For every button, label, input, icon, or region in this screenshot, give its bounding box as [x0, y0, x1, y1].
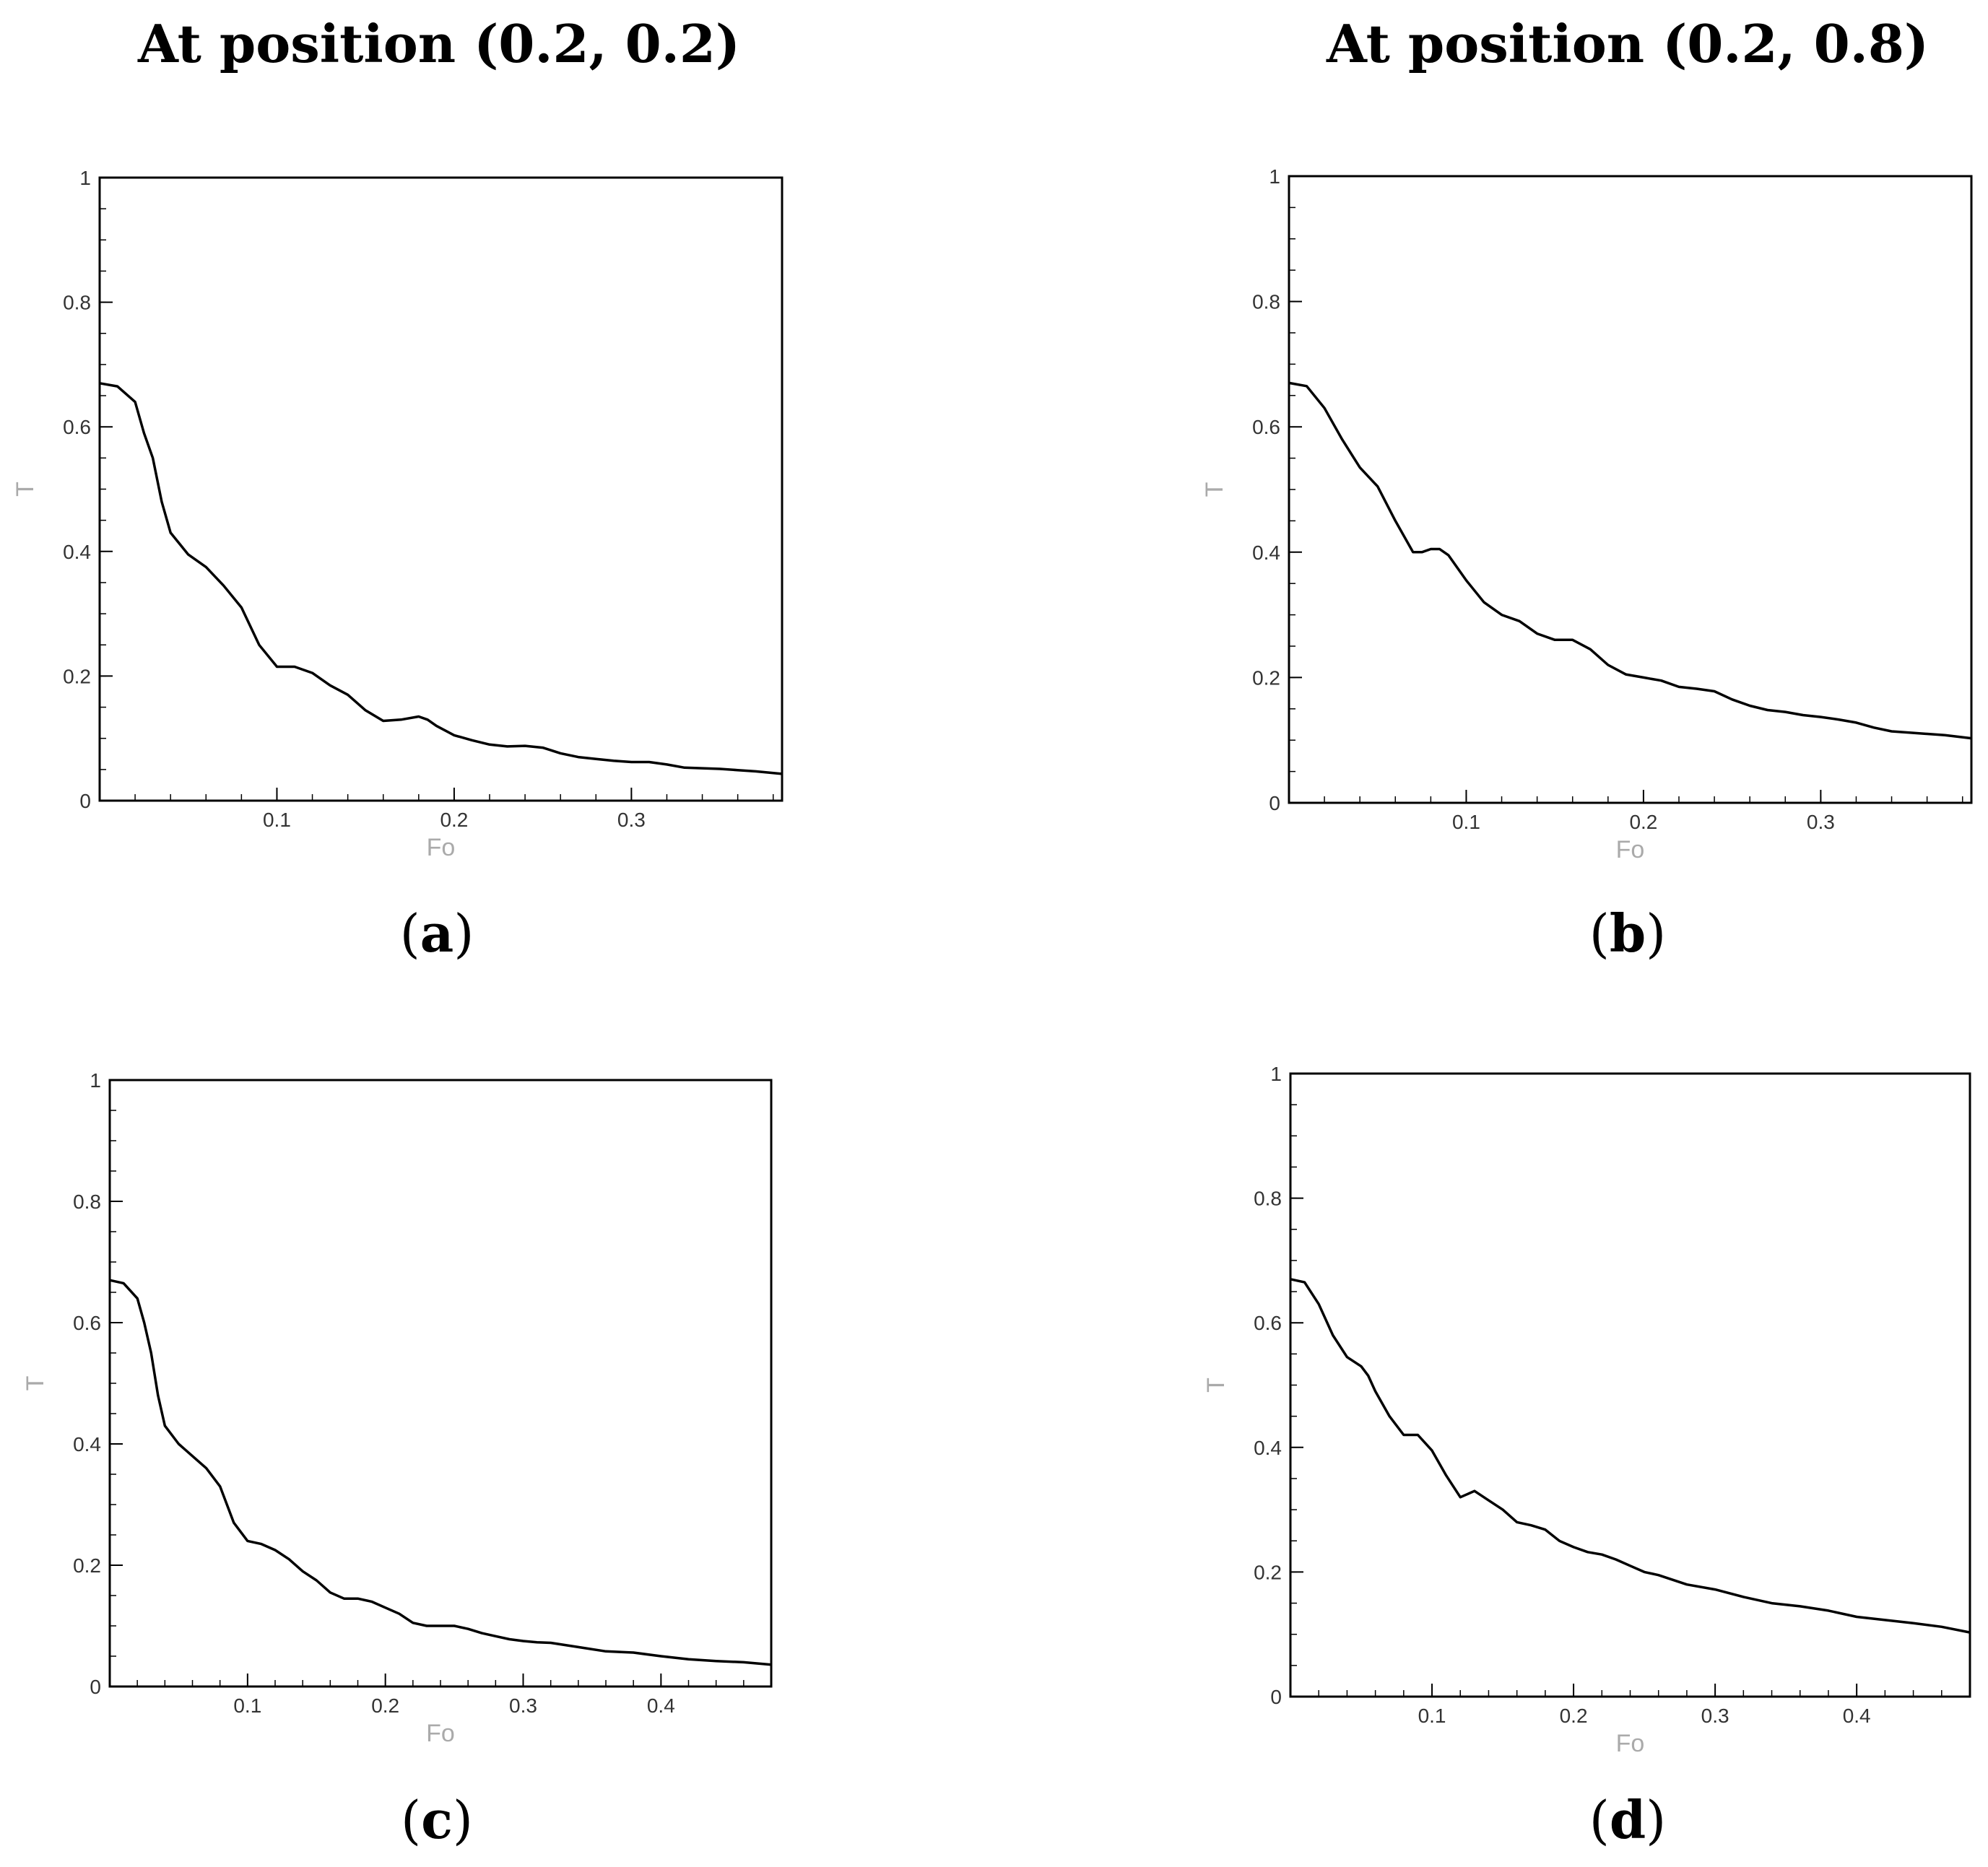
x-tick-label: 0.3: [1807, 811, 1835, 833]
x-tick-label: 0.3: [1701, 1705, 1729, 1727]
series-line: [99, 382, 783, 775]
chart-panel-c: 0 0.2 0.4 0.6 0.8 1 0.1 0.2 0.3 0.4 Fo T: [22, 1069, 773, 1747]
x-axis-title: Fo: [1616, 836, 1645, 863]
panel-letter-d: d: [1609, 1789, 1646, 1850]
chart-panel-b: 0 0.2 0.4 0.6 0.8 1 0.1 0.2 0.3 Fo T: [1201, 165, 1973, 863]
panel-letter-a: a: [420, 902, 454, 964]
x-axis-title: Fo: [427, 834, 456, 861]
y-tick-label: 0.6: [73, 1312, 101, 1334]
y-tick-label: 0: [90, 1676, 101, 1698]
panel-letter-b: b: [1609, 902, 1646, 964]
x-tick-label: 0.2: [440, 809, 468, 831]
x-tick-label: 0.2: [1560, 1705, 1588, 1727]
y-tick-label: 1: [1270, 1063, 1282, 1085]
x-tick-label: 0.4: [1843, 1705, 1871, 1727]
y-tick-label: 0.4: [1254, 1437, 1282, 1459]
y-tick-label: 0.8: [1254, 1188, 1282, 1210]
x-tick-label: 0.4: [647, 1694, 675, 1717]
y-tick-label: 0.6: [1254, 1312, 1282, 1334]
x-tick-label: 0.1: [263, 809, 291, 831]
panel-label-b: (b): [1589, 902, 1667, 964]
plot-frame: [108, 1079, 773, 1688]
x-axis-title: Fo: [426, 1720, 455, 1747]
y-tick-label: 1: [79, 167, 91, 189]
y-tick-label: 0.2: [63, 665, 91, 687]
x-tick-label: 0.1: [1418, 1705, 1446, 1727]
y-tick-label: 1: [90, 1069, 101, 1092]
y-axis-title: T: [1201, 482, 1228, 497]
y-tick-label: 1: [1269, 165, 1280, 188]
panel-label-c: (c): [400, 1789, 474, 1850]
panel-label-d: (d): [1589, 1789, 1667, 1850]
series-line: [1290, 1278, 1971, 1634]
y-tick-label: 0.4: [63, 541, 91, 563]
y-tick-label: 0.8: [73, 1191, 101, 1213]
y-axis-title: T: [1202, 1378, 1230, 1393]
y-tick-label: 0.4: [73, 1433, 101, 1455]
y-tick-label: 0: [79, 790, 91, 812]
x-tick-label: 0.3: [509, 1694, 537, 1717]
y-axis-title: T: [12, 482, 39, 497]
column-title-left: At position (0.2, 0.2): [137, 13, 740, 74]
x-tick-label: 0.1: [233, 1694, 261, 1717]
y-axis-title: T: [22, 1376, 49, 1391]
y-tick-label: 0.2: [1254, 1561, 1282, 1583]
y-tick-label: 0.8: [1252, 291, 1280, 313]
y-tick-label: 0.6: [63, 416, 91, 438]
x-tick-label: 0.2: [1629, 811, 1657, 833]
column-title-right: At position (0.2, 0.8): [1326, 13, 1929, 74]
chart-panel-d: 0 0.2 0.4 0.6 0.8 1 0.1 0.2 0.3 0.4 Fo T: [1202, 1063, 1971, 1757]
plot-frame: [1288, 175, 1973, 804]
x-tick-label: 0.2: [371, 1694, 399, 1717]
series-line: [109, 1279, 772, 1666]
y-tick-label: 0.2: [1252, 666, 1280, 689]
panel-label-a: (a): [399, 902, 474, 964]
plot-frame: [98, 176, 784, 802]
chart-panel-a: 0 0.2 0.4 0.6 0.8 1 0.1 0.2 0.3 Fo T: [12, 167, 784, 861]
panel-letter-c: c: [421, 1789, 453, 1850]
y-tick-label: 0: [1269, 792, 1280, 814]
y-tick-label: 0.6: [1252, 416, 1280, 438]
x-axis-title: Fo: [1616, 1730, 1645, 1757]
y-tick-label: 0.8: [63, 292, 91, 314]
y-tick-label: 0.2: [73, 1554, 101, 1577]
series-line: [1288, 381, 1972, 740]
y-tick-label: 0: [1270, 1686, 1282, 1708]
x-tick-label: 0.3: [617, 809, 646, 831]
y-tick-label: 0.4: [1252, 541, 1280, 564]
x-tick-label: 0.1: [1452, 811, 1480, 833]
plot-frame: [1289, 1072, 1971, 1698]
